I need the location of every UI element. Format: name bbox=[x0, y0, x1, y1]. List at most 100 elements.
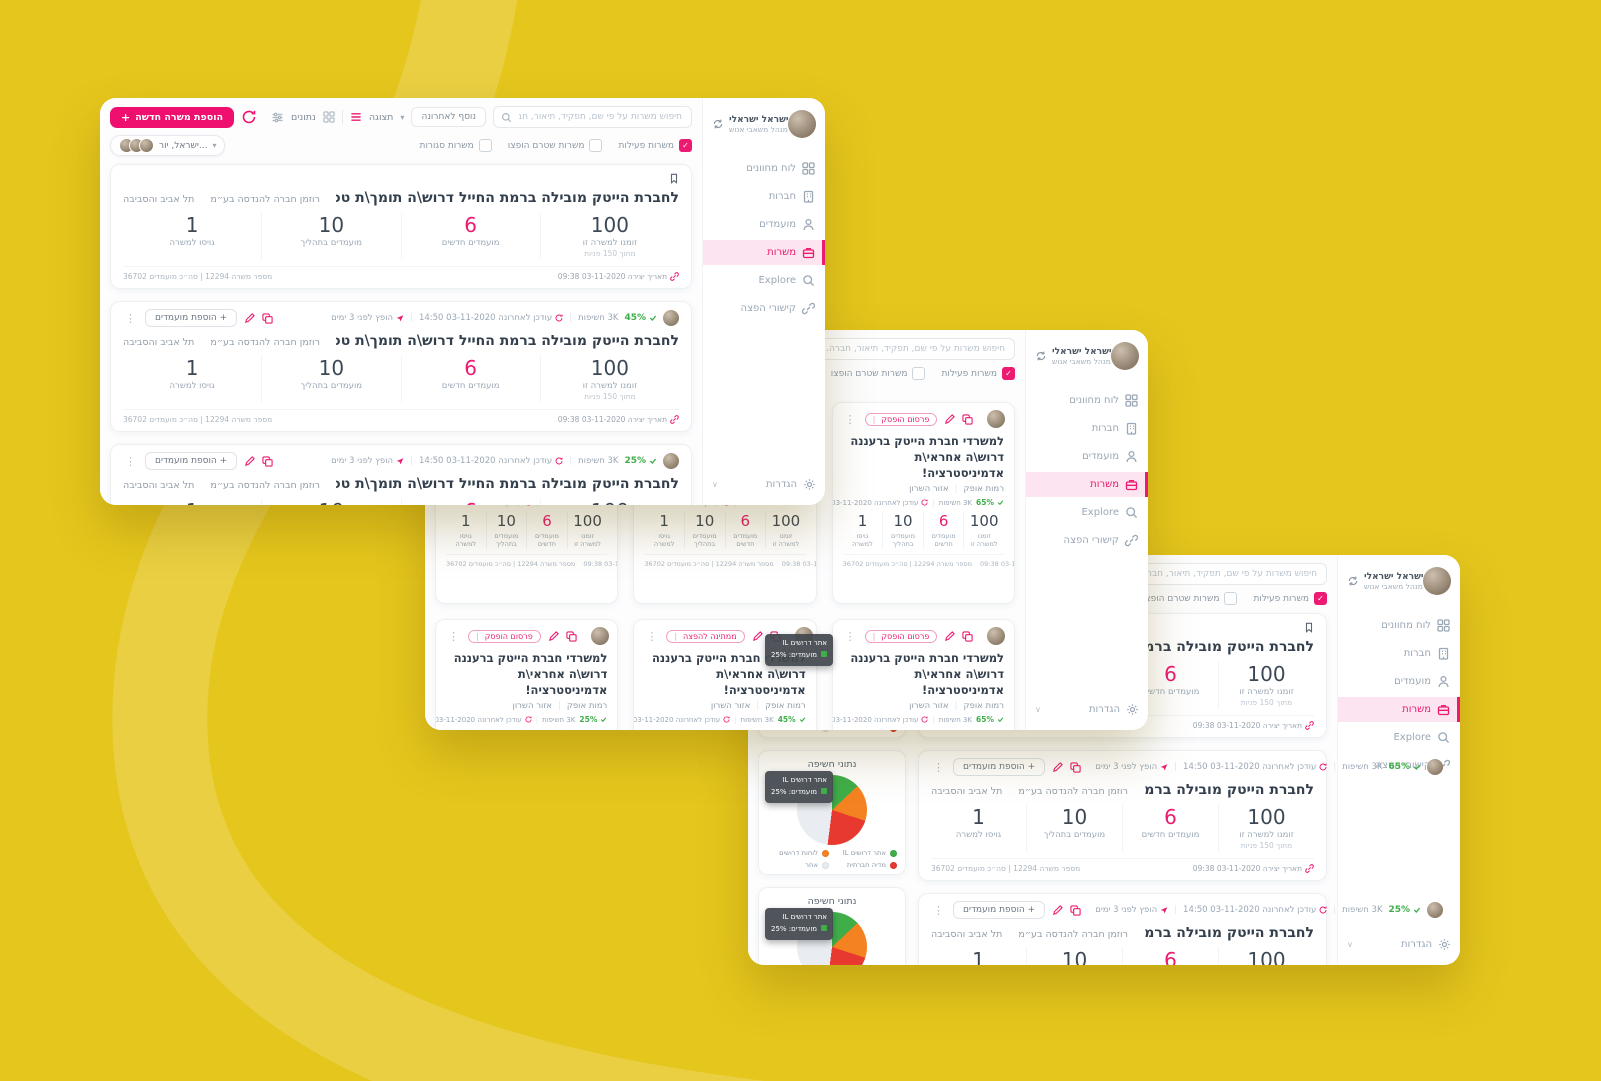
sidebar-item-settings[interactable]: הגדרות ∨ bbox=[1347, 934, 1451, 955]
kebab-menu-icon[interactable]: ⋮ bbox=[646, 629, 658, 643]
checkbox[interactable] bbox=[1224, 592, 1238, 605]
filter-checkbox[interactable]: משרות סגורות bbox=[420, 139, 492, 152]
sidebar-item[interactable]: קישורי הפצה bbox=[1026, 528, 1148, 553]
status-pill[interactable]: |פרסום הופסק bbox=[864, 629, 938, 643]
recruiter-avatar[interactable] bbox=[1427, 902, 1444, 918]
edit-icon[interactable] bbox=[944, 413, 956, 425]
kebab-menu-icon[interactable]: ⋮ bbox=[933, 760, 944, 774]
sidebar-item[interactable]: Explore bbox=[1338, 725, 1460, 750]
sidebar-item-settings[interactable]: הגדרות ∨ bbox=[712, 474, 816, 495]
checkbox[interactable] bbox=[1314, 592, 1327, 605]
checkbox[interactable] bbox=[912, 367, 926, 380]
sidebar-item[interactable]: חברות bbox=[1026, 416, 1148, 441]
caret-down-icon[interactable]: ▾ bbox=[400, 112, 405, 122]
kebab-menu-icon[interactable]: ⋮ bbox=[125, 454, 136, 468]
team-filter-chip[interactable]: ישראל, יור... ▾ bbox=[110, 135, 226, 156]
bookmark-icon[interactable] bbox=[669, 173, 679, 184]
sidebar-item[interactable]: משרות bbox=[1338, 697, 1460, 722]
list-view-icon[interactable] bbox=[350, 111, 362, 123]
add-candidates-button[interactable]: הוספת מועמדים + bbox=[953, 901, 1046, 919]
chevron-down-icon[interactable]: ∨ bbox=[1347, 940, 1353, 949]
chevron-down-icon[interactable]: ∨ bbox=[712, 480, 718, 489]
recruiter-avatar[interactable] bbox=[987, 627, 1006, 645]
duplicate-icon[interactable] bbox=[1070, 761, 1081, 773]
sidebar-item[interactable]: מועמדים bbox=[1338, 669, 1460, 694]
filter-checkbox[interactable]: משרות שטרם הופצו bbox=[508, 139, 603, 152]
search-jobs-input[interactable] bbox=[516, 111, 684, 123]
edit-icon[interactable] bbox=[548, 630, 559, 642]
edit-icon[interactable] bbox=[1052, 904, 1064, 916]
recruiter-avatar[interactable] bbox=[1427, 759, 1444, 775]
add-candidates-button[interactable]: הוספת מועמדים + bbox=[145, 309, 238, 327]
recruiter-avatar[interactable] bbox=[590, 627, 609, 645]
switch-account-icon[interactable] bbox=[712, 118, 724, 130]
sidebar-item[interactable]: Explore bbox=[1026, 500, 1148, 525]
filter-checkbox[interactable]: משרות פעילות bbox=[618, 139, 692, 152]
add-job-button[interactable]: + הוספת משרה חדשה bbox=[110, 106, 234, 128]
kebab-menu-icon[interactable]: ⋮ bbox=[844, 629, 856, 643]
status-pill[interactable]: |פרסום הופסק bbox=[864, 412, 938, 426]
recruiter-avatar[interactable] bbox=[987, 410, 1006, 428]
user-avatar[interactable] bbox=[1111, 342, 1139, 370]
sidebar-item[interactable]: חברות bbox=[703, 184, 825, 209]
job-title[interactable]: לחברת הייטק מובילה ברמת החייל דרוש\ה תומ… bbox=[1144, 925, 1314, 941]
job-title[interactable]: לחברת הייטק מובילה ברמת החייל דרוש\ה תומ… bbox=[336, 333, 679, 349]
edit-icon[interactable] bbox=[752, 630, 763, 642]
duplicate-icon[interactable] bbox=[962, 413, 974, 425]
sidebar-item[interactable]: משרות bbox=[703, 240, 825, 265]
job-title[interactable]: למשרדי חברת הייטק ברעננה דרוש\ה אחראי\ת … bbox=[850, 434, 1004, 481]
sidebar-item[interactable]: מועמדים bbox=[703, 212, 825, 237]
duplicate-icon[interactable] bbox=[962, 630, 974, 642]
job-title[interactable]: לחברת הייטק מובילה ברמת החייל דרוש\ה תומ… bbox=[1144, 639, 1314, 655]
filter-checkbox[interactable]: משרות פעילות bbox=[1253, 592, 1327, 605]
checkbox[interactable] bbox=[1002, 367, 1015, 380]
duplicate-icon[interactable] bbox=[1070, 904, 1081, 916]
sidebar-item[interactable]: לוח מחוונים bbox=[1026, 388, 1148, 413]
job-title[interactable]: לחברת הייטק מובילה ברמת החייל דרוש\ה תומ… bbox=[336, 476, 679, 492]
sidebar-item[interactable]: לוח מחוונים bbox=[1338, 613, 1460, 638]
switch-account-icon[interactable] bbox=[1347, 575, 1359, 587]
filter-checkbox[interactable]: משרות פעילות bbox=[941, 367, 1015, 380]
add-candidates-button[interactable]: הוספת מועמדים + bbox=[953, 758, 1046, 776]
job-title[interactable]: לחברת הייטק מובילה ברמת החייל דרוש\ה תומ… bbox=[1144, 782, 1314, 798]
sort-select[interactable]: נוסף לאחרונה bbox=[411, 107, 486, 127]
checkbox[interactable] bbox=[478, 139, 492, 152]
sidebar-item[interactable]: משרות bbox=[1026, 472, 1148, 497]
user-avatar[interactable] bbox=[788, 110, 816, 138]
sidebar-item[interactable]: לוח מחוונים bbox=[703, 156, 825, 181]
job-title[interactable]: לחברת הייטק מובילה ברמת החייל דרוש\ה תומ… bbox=[336, 190, 679, 206]
edit-icon[interactable] bbox=[944, 630, 956, 642]
landing-page-link-icon[interactable] bbox=[1305, 864, 1314, 873]
switch-account-icon[interactable] bbox=[1035, 350, 1047, 362]
status-pill[interactable]: |ממתינה להפצה bbox=[666, 629, 745, 643]
duplicate-icon[interactable] bbox=[566, 630, 577, 642]
add-candidates-button[interactable]: הוספת מועמדים + bbox=[145, 452, 238, 470]
bookmark-icon[interactable] bbox=[1304, 622, 1314, 633]
checkbox[interactable] bbox=[679, 139, 692, 152]
landing-page-link-icon[interactable] bbox=[670, 415, 679, 424]
sidebar-item[interactable]: Explore bbox=[703, 268, 825, 293]
sidebar-item[interactable]: קישורי הפצה bbox=[703, 296, 825, 321]
refresh-icon[interactable] bbox=[241, 109, 257, 125]
user-avatar[interactable] bbox=[1423, 567, 1451, 595]
filter-checkbox[interactable]: משרות שטרם הופצו bbox=[831, 367, 926, 380]
duplicate-icon[interactable] bbox=[262, 312, 273, 324]
job-title[interactable]: למשרדי חברת הייטק ברעננה דרוש\ה אחראי\ת … bbox=[850, 651, 1004, 698]
duplicate-icon[interactable] bbox=[262, 455, 273, 467]
kebab-menu-icon[interactable]: ⋮ bbox=[933, 903, 944, 917]
landing-page-link-icon[interactable] bbox=[670, 272, 679, 281]
sidebar-item-settings[interactable]: הגדרות ∨ bbox=[1035, 699, 1139, 720]
edit-icon[interactable] bbox=[244, 312, 256, 324]
search-jobs-field[interactable] bbox=[492, 106, 692, 128]
grid-view-icon[interactable] bbox=[323, 111, 335, 123]
sidebar-item[interactable]: חברות bbox=[1338, 641, 1460, 666]
sidebar-item[interactable]: מועמדים bbox=[1026, 444, 1148, 469]
filter-checkbox[interactable]: משרות שטרם הופצו bbox=[1143, 592, 1238, 605]
status-pill[interactable]: |פרסום הופסק bbox=[468, 629, 541, 643]
tune-icon[interactable] bbox=[271, 111, 284, 124]
kebab-menu-icon[interactable]: ⋮ bbox=[448, 629, 460, 643]
edit-icon[interactable] bbox=[244, 455, 256, 467]
checkbox[interactable] bbox=[589, 139, 603, 152]
kebab-menu-icon[interactable]: ⋮ bbox=[125, 311, 136, 325]
chevron-down-icon[interactable]: ∨ bbox=[1035, 705, 1041, 714]
